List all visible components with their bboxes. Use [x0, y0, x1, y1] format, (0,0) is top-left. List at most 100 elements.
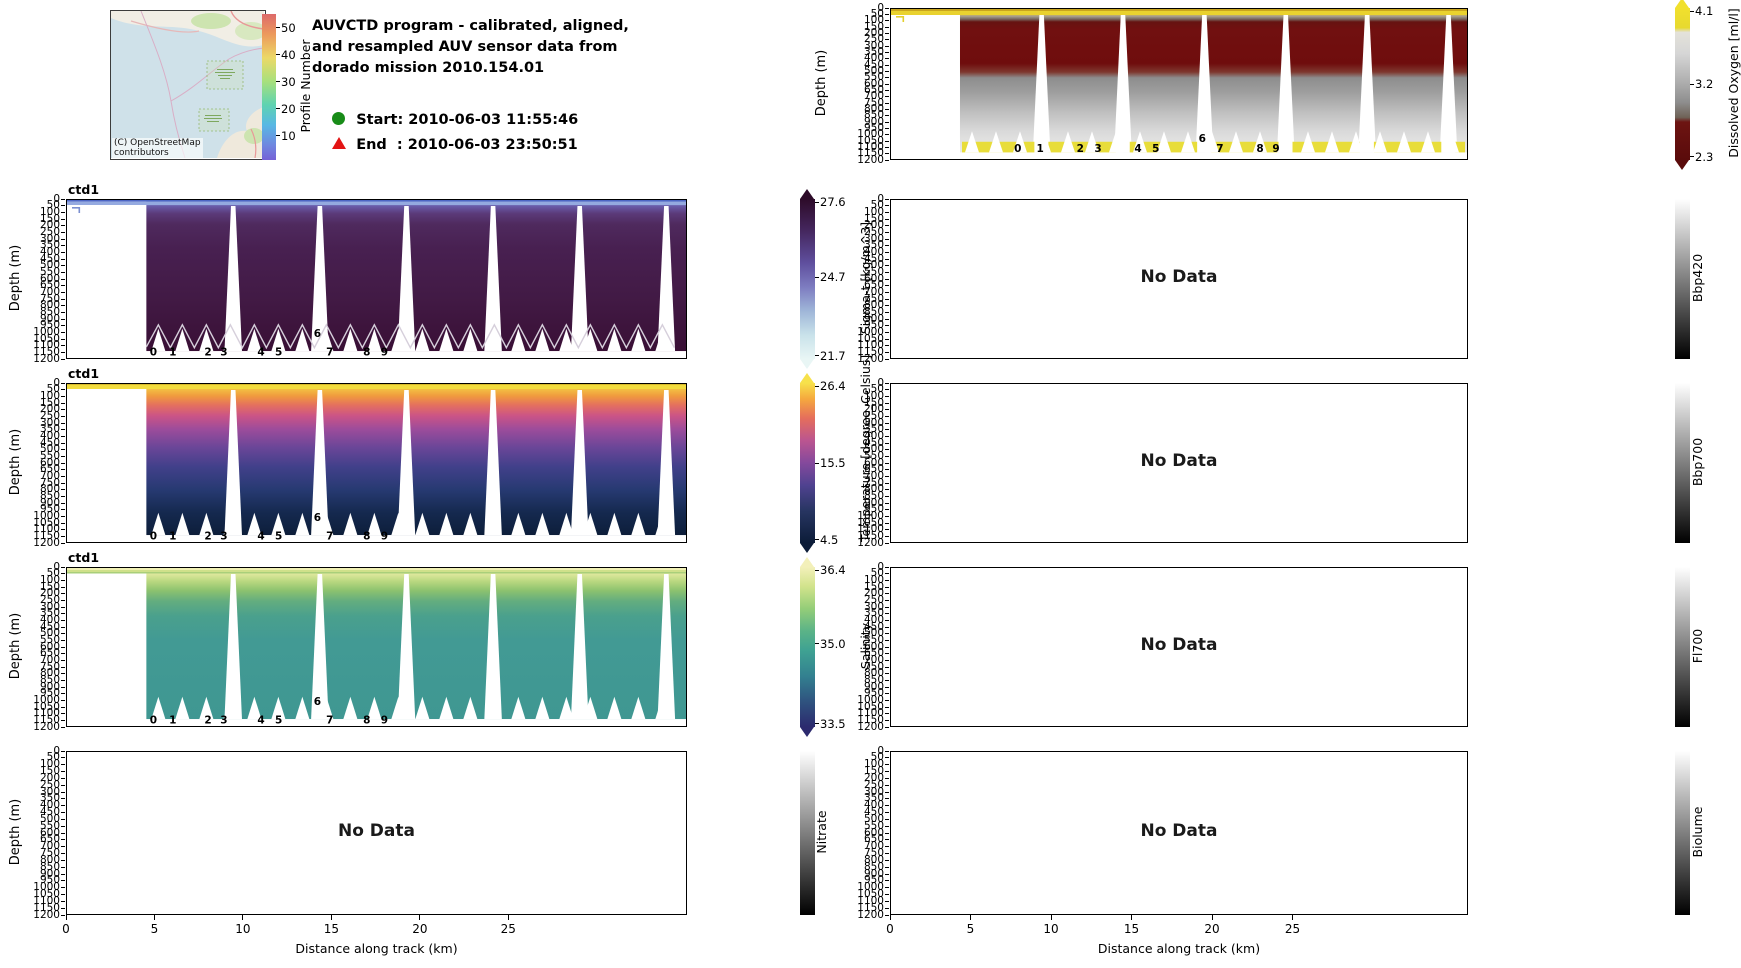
- section-plot-dissolved_oxygen: 0 1 2 3 4 5 67 8 9: [891, 9, 1467, 155]
- colorbar-tick-mark: [276, 27, 280, 29]
- depth-tick-label: 450: [863, 620, 884, 633]
- svg-text:7: 7: [1216, 143, 1223, 155]
- depth-tick-mark: [61, 218, 65, 220]
- depth-tick-mark: [61, 409, 65, 411]
- depth-tick-label: 750: [863, 660, 884, 673]
- depth-tick-label: 700: [39, 840, 60, 853]
- depth-tick-label: 700: [39, 285, 60, 298]
- colorbar-bbp420: [1675, 199, 1690, 359]
- svg-text:1: 1: [169, 715, 176, 727]
- colorbar-tick-mark: [276, 54, 280, 56]
- depth-tick-mark: [885, 291, 889, 293]
- depth-tick-label: 500: [39, 443, 60, 456]
- depth-tick-label: 200: [39, 771, 60, 784]
- depth-tick-mark: [61, 619, 65, 621]
- colorbar-fl700: [1675, 567, 1690, 727]
- depth-tick-mark: [885, 231, 889, 233]
- depth-tick-label: 150: [863, 580, 884, 593]
- colorbar-tick-mark: [815, 355, 819, 357]
- depth-axis-label-temperature: Depth (m): [8, 428, 23, 496]
- svg-text:7: 7: [326, 715, 333, 727]
- depth-tick-label: 100: [863, 758, 884, 771]
- depth-tick-label: 250: [39, 593, 60, 606]
- depth-tick-mark: [61, 435, 65, 437]
- depth-tick-label: 350: [863, 45, 884, 58]
- figure-title-line3: dorado mission 2010.154.01: [312, 60, 545, 76]
- depth-tick-label: 350: [39, 423, 60, 436]
- map-attribution-line2: contributors: [114, 148, 169, 158]
- colorbar-tick-label: 36.4: [820, 563, 846, 578]
- depth-axis-label-sigma_t: Depth (m): [8, 244, 23, 312]
- depth-tick-mark: [885, 153, 889, 155]
- colorbar-arrow-up-sigma_t: [800, 189, 814, 199]
- distance-tick-label: 5: [150, 922, 159, 936]
- depth-tick-mark: [885, 502, 889, 504]
- depth-tick-label: 300: [863, 232, 884, 245]
- depth-tick-mark: [885, 198, 889, 200]
- depth-tick-label: 250: [39, 225, 60, 238]
- colorbar-arrow-down-sigma_t: [800, 359, 814, 369]
- depth-tick-mark: [885, 626, 889, 628]
- depth-tick-label: 250: [863, 225, 884, 238]
- colorbar-salinity: [800, 567, 815, 727]
- depth-tick-mark: [61, 429, 65, 431]
- depth-tick-label: 250: [863, 409, 884, 422]
- depth-tick-label: 400: [863, 613, 884, 626]
- depth-tick-mark: [885, 853, 889, 854]
- colorbar-tick-mark: [815, 569, 819, 571]
- svg-text:4: 4: [257, 531, 264, 543]
- depth-tick-label: 450: [863, 806, 884, 818]
- depth-tick-mark: [61, 593, 65, 595]
- depth-tick-mark: [61, 509, 65, 511]
- depth-tick-mark: [885, 489, 889, 491]
- depth-tick-label: 500: [39, 627, 60, 640]
- depth-tick-mark: [61, 502, 65, 504]
- depth-tick-mark: [885, 579, 889, 581]
- depth-tick-mark: [885, 435, 889, 437]
- depth-tick-mark: [61, 469, 65, 471]
- depth-tick-mark: [61, 251, 65, 253]
- depth-tick-mark: [885, 482, 889, 484]
- depth-axis-label-dissolved_oxygen: Depth (m): [814, 49, 829, 117]
- depth-tick-mark: [885, 338, 889, 340]
- depth-tick-mark: [61, 586, 65, 588]
- svg-text:1: 1: [1037, 143, 1044, 155]
- depth-tick-mark: [61, 791, 65, 793]
- plot-bbp700: [890, 383, 1468, 543]
- depth-tick-mark: [885, 880, 889, 882]
- depth-tick-label: 550: [39, 819, 60, 832]
- depth-tick-mark: [885, 659, 889, 661]
- depth-tick-mark: [885, 777, 889, 779]
- depth-tick-label: 300: [39, 785, 60, 798]
- svg-text:6: 6: [314, 328, 321, 340]
- depth-tick-label: 1200: [33, 908, 60, 921]
- depth-tick-label: 800: [863, 667, 884, 680]
- depth-tick-label: 0: [877, 744, 884, 757]
- depth-tick-mark: [61, 455, 65, 457]
- depth-tick-label: 700: [39, 653, 60, 666]
- colorbar-tick-mark: [815, 462, 819, 464]
- depth-tick-mark: [61, 265, 65, 267]
- depth-tick-label: 1150: [857, 901, 884, 914]
- depth-tick-label: 950: [39, 874, 60, 887]
- depth-tick-label: 100: [863, 205, 884, 218]
- depth-tick-mark: [61, 573, 65, 575]
- colorbar-arrow-up-dissolved_oxygen: [1675, 0, 1689, 8]
- depth-tick-mark: [885, 509, 889, 511]
- depth-axis-label-salinity: Depth (m): [8, 612, 23, 680]
- depth-tick-label: 950: [863, 121, 884, 134]
- depth-tick-label: 900: [39, 680, 60, 693]
- depth-tick-label: 200: [39, 219, 60, 232]
- depth-tick-mark: [885, 265, 889, 267]
- depth-tick-mark: [885, 429, 889, 431]
- depth-tick-label: 750: [39, 847, 60, 859]
- depth-tick-mark: [885, 140, 889, 142]
- depth-tick-mark: [885, 45, 889, 47]
- depth-tick-mark: [61, 482, 65, 484]
- depth-tick-mark: [885, 102, 889, 104]
- map-attribution-line1: (C) OpenStreetMap: [114, 138, 201, 148]
- depth-tick-label: 450: [39, 436, 60, 449]
- depth-tick-label: 800: [39, 667, 60, 680]
- colorbar-arrow-down-dissolved_oxygen: [1675, 160, 1689, 170]
- depth-tick-label: 150: [39, 396, 60, 409]
